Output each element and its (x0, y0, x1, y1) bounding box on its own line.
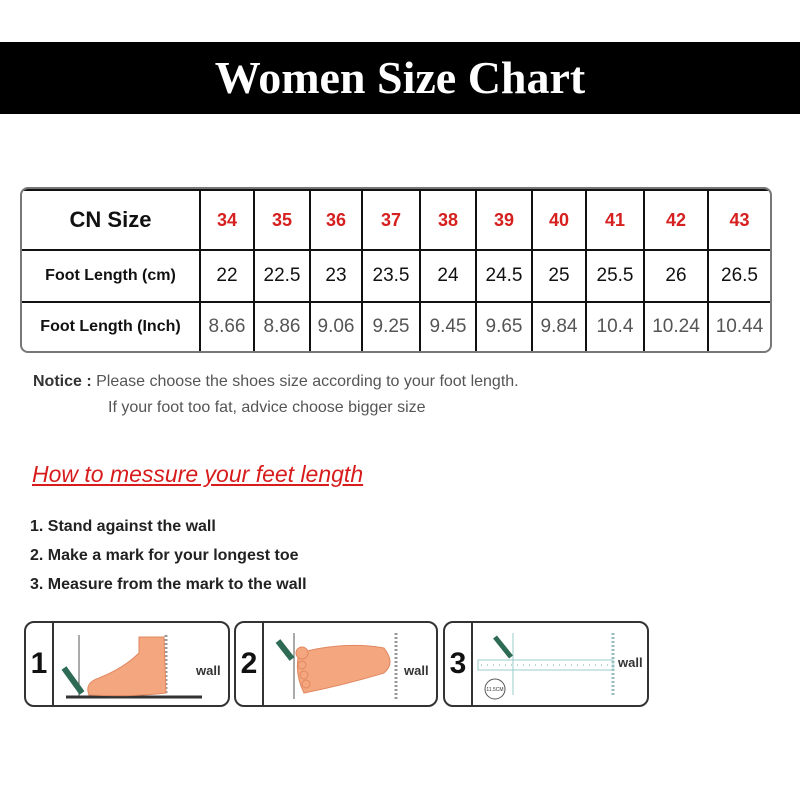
table-cell: 42 (643, 189, 709, 252)
table-cell: 39 (475, 189, 533, 252)
row-label: CN Size (22, 189, 201, 252)
table-cell: 23.5 (361, 249, 421, 303)
howto-title: How to messure your feet length (32, 461, 364, 487)
wall-label: wall (403, 663, 429, 678)
foot-top-illustration: wall (275, 633, 429, 699)
table-cell: 24 (419, 249, 477, 303)
steps-list: 1. Stand against the wall 2. Make a mark… (30, 512, 307, 599)
measure-illustration: 11.5CM wall (477, 633, 643, 700)
table-cell: 35 (253, 189, 311, 252)
notice-label: Notice : (33, 373, 92, 390)
table-cell: 40 (531, 189, 587, 252)
foot-side-illustration: wall (61, 635, 221, 699)
table-cell: 26 (643, 249, 709, 303)
table-cell: 38 (419, 189, 477, 252)
measure-label: 11.5CM (486, 687, 503, 693)
table-cell: 9.25 (361, 300, 421, 351)
table-cell: 10.44 (707, 300, 770, 351)
step-number: 2 (236, 623, 264, 705)
table-row: CN Size 34 35 36 37 38 39 40 41 42 43 (22, 189, 770, 252)
table-cell: 22.5 (253, 249, 311, 303)
notice-line2: If your foot too fat, advice choose bigg… (108, 399, 426, 416)
table-cell: 9.45 (419, 300, 477, 351)
step-3-panel: 3 11.5CM wall (443, 621, 649, 707)
table-cell: 26.5 (707, 249, 770, 303)
notice-line1: Please choose the shoes size according t… (96, 373, 519, 390)
table-cell: 25 (531, 249, 587, 303)
table-cell: 8.86 (253, 300, 311, 351)
table-cell: 37 (361, 189, 421, 252)
wall-label: wall (195, 663, 221, 678)
size-table: CN Size 34 35 36 37 38 39 40 41 42 43 Foot Length (… (20, 187, 772, 353)
step-number: 3 (445, 623, 473, 705)
row-label: Foot Length (cm) (22, 249, 201, 303)
table-cell: 25.5 (585, 249, 645, 303)
table-cell: 36 (309, 189, 363, 252)
table-cell: 41 (585, 189, 645, 252)
table-cell: 9.84 (531, 300, 587, 351)
table-cell: 24.5 (475, 249, 533, 303)
step: 1. Stand against the wall (30, 518, 216, 535)
table-cell: 10.4 (585, 300, 645, 351)
table-row: Foot Length (Inch) 8.66 8.86 9.06 9.25 9.45 9.… (22, 300, 770, 351)
wall-label: wall (617, 655, 643, 670)
step-1-panel: 1 wall (24, 621, 230, 707)
step: 3. Measure from the mark to the wall (30, 576, 307, 593)
step-number: 1 (26, 623, 54, 705)
row-label: Foot Length (Inch) (22, 300, 201, 351)
table-cell: 10.24 (643, 300, 709, 351)
table-cell: 23 (309, 249, 363, 303)
table-cell: 8.66 (199, 300, 255, 351)
step: 2. Make a mark for your longest toe (30, 547, 299, 564)
notice: Notice : Please choose the shoes size ac… (33, 369, 519, 421)
table-cell: 22 (199, 249, 255, 303)
table-cell: 43 (707, 189, 770, 252)
table-cell: 34 (199, 189, 255, 252)
table-row: Foot Length (cm) 22 22.5 23 23.5 24 24.5 25 25.5… (22, 249, 770, 303)
step-2-panel: 2 wall (234, 621, 438, 707)
table-cell: 9.06 (309, 300, 363, 351)
page-title: Women Size Chart (0, 42, 800, 114)
table-cell: 9.65 (475, 300, 533, 351)
